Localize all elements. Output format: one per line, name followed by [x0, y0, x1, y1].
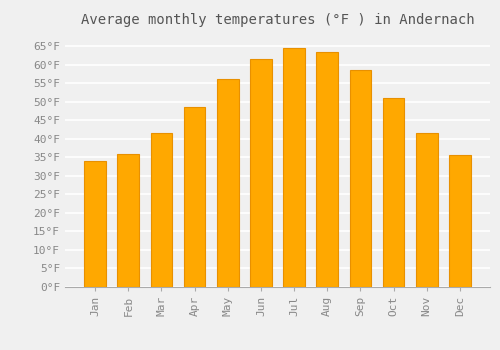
- Bar: [250, 59, 272, 287]
- Bar: [150, 133, 172, 287]
- Bar: [383, 98, 404, 287]
- Bar: [217, 79, 238, 287]
- Bar: [284, 48, 305, 287]
- Title: Average monthly temperatures (°F ) in Andernach: Average monthly temperatures (°F ) in An…: [80, 13, 474, 27]
- Bar: [84, 161, 106, 287]
- Bar: [316, 52, 338, 287]
- Bar: [350, 70, 371, 287]
- Bar: [118, 154, 139, 287]
- Bar: [416, 133, 438, 287]
- Bar: [184, 107, 206, 287]
- Bar: [449, 155, 470, 287]
